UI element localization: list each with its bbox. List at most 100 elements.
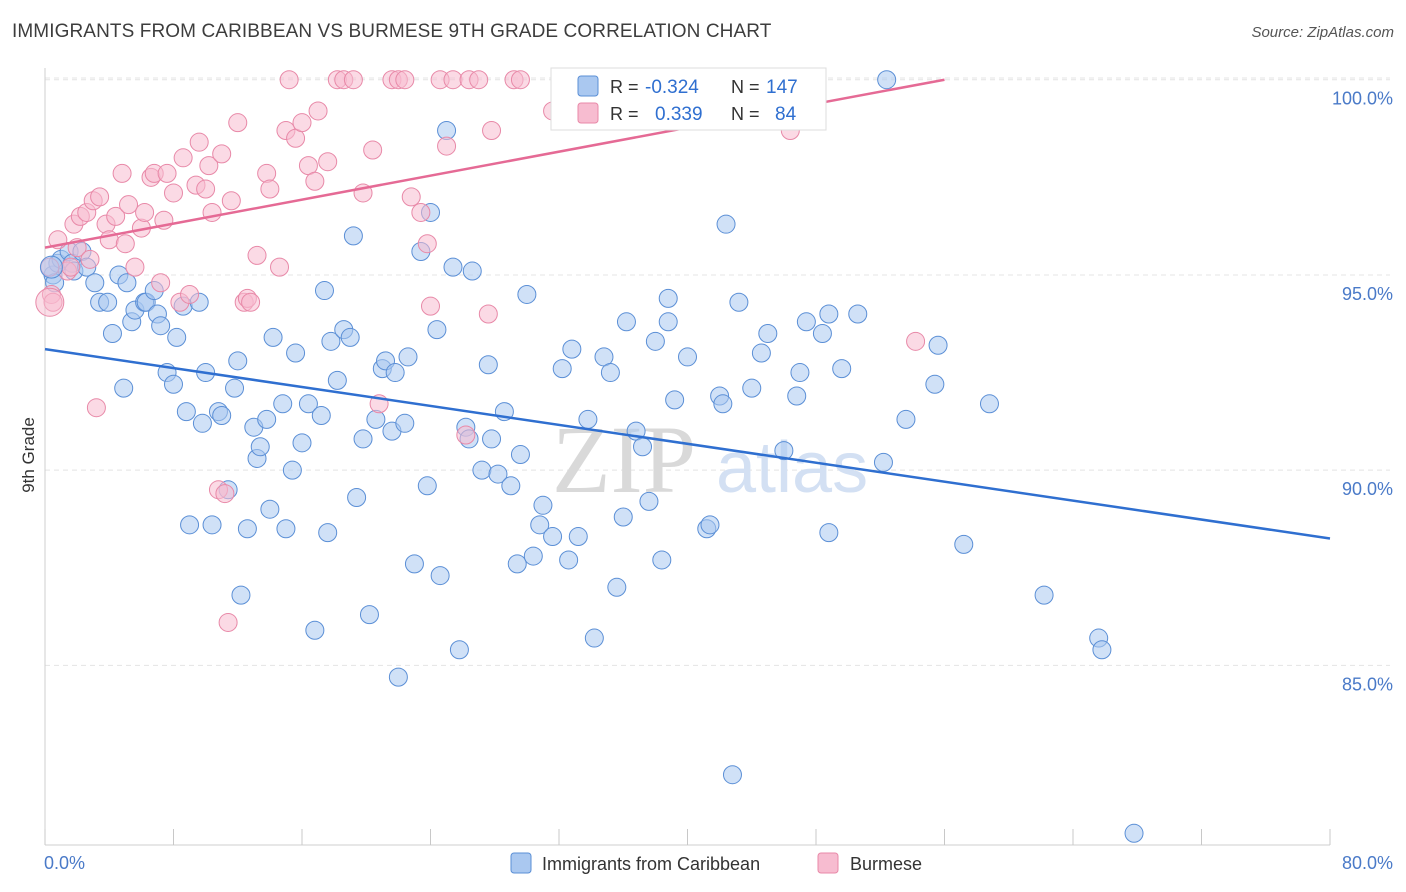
caribbean-point (398, 347, 418, 367)
burmese-point (305, 171, 325, 191)
y-tick-label: 90.0% (1342, 479, 1393, 499)
caribbean-point (314, 281, 334, 301)
legend-n-label-burmese: N = (731, 104, 760, 124)
caribbean-point (896, 409, 916, 429)
watermark: ZIP atlas (552, 406, 868, 513)
burmese-point (260, 179, 280, 199)
caribbean-point (722, 765, 742, 785)
caribbean-point (616, 312, 636, 332)
burmese-point (119, 195, 139, 215)
caribbean-point (848, 304, 868, 324)
burmese-point (510, 70, 530, 90)
legend-r-value-burmese: 0.339 (655, 104, 703, 125)
burmese-point (35, 287, 65, 317)
burmese-point (421, 296, 440, 316)
burmese-point (279, 70, 299, 90)
caribbean-point (954, 534, 974, 554)
caribbean-point (366, 409, 386, 429)
caribbean-point (318, 523, 338, 543)
caribbean-point (343, 226, 363, 246)
caribbean-point (774, 441, 794, 461)
caribbean-point (652, 550, 672, 570)
burmese-point (456, 425, 476, 445)
caribbean-point (180, 515, 200, 535)
caribbean-point (311, 406, 331, 426)
caribbean-point (658, 288, 678, 308)
caribbean-point (347, 487, 367, 507)
caribbean-point (488, 464, 508, 484)
caribbean-point (665, 390, 685, 410)
x-ticks (44, 829, 1331, 845)
caribbean-point (928, 335, 948, 355)
caribbean-point (633, 437, 653, 457)
caribbean-point (85, 273, 105, 293)
caribbean-point (443, 257, 463, 277)
caribbean-point (385, 363, 405, 383)
caribbean-point (263, 327, 283, 347)
caribbean-point (700, 515, 720, 535)
caribbean-point (114, 378, 134, 398)
caribbean-point (192, 413, 212, 433)
caribbean-point (1124, 823, 1144, 843)
caribbean-point (167, 327, 187, 347)
burmese-point (212, 144, 232, 164)
caribbean-point (758, 324, 778, 344)
caribbean-point (286, 343, 306, 363)
burmese-point (363, 140, 383, 160)
caribbean-point (530, 515, 550, 535)
legend-bottom-label-burmese: Burmese (850, 854, 922, 874)
caribbean-point (276, 519, 296, 539)
burmese-point (151, 273, 171, 293)
burmese-point (292, 113, 312, 133)
legend-n-value-burmese: 84 (775, 104, 797, 125)
burmese-point (228, 113, 248, 133)
caribbean-point (231, 585, 251, 605)
burmese-point (241, 292, 261, 312)
caribbean-point (340, 327, 360, 347)
caribbean-point (260, 499, 280, 519)
caribbean-point (523, 546, 543, 566)
legend-r-label-caribbean: R = (610, 77, 639, 97)
gridlines (45, 77, 1390, 666)
caribbean-point (533, 495, 553, 515)
caribbean-point (228, 351, 248, 371)
caribbean-point (395, 413, 415, 433)
caribbean-point (117, 273, 137, 293)
caribbean-point (552, 359, 572, 379)
burmese-point (106, 206, 126, 226)
caribbean-point (353, 429, 373, 449)
y-tick-label: 95.0% (1342, 284, 1393, 304)
legend-n-label-caribbean: N = (731, 77, 760, 97)
caribbean-point (102, 324, 122, 344)
legend-r-label-burmese: R = (610, 104, 639, 124)
caribbean-point (449, 640, 469, 660)
caribbean-point (404, 554, 424, 574)
caribbean-point (501, 476, 521, 496)
caribbean-point (751, 343, 771, 363)
caribbean-point (273, 394, 293, 414)
caribbean-point (212, 406, 232, 426)
caribbean-point (98, 292, 118, 312)
caribbean-point (430, 566, 450, 586)
burmese-point (196, 179, 216, 199)
caribbean-trend-line (44, 347, 1331, 540)
caribbean-point (517, 284, 537, 304)
burmese-point (417, 234, 437, 254)
caribbean-point (787, 386, 807, 406)
burmese-point (115, 234, 135, 254)
burmese-point (395, 70, 415, 90)
caribbean-point (417, 476, 437, 496)
burmese-point (180, 284, 200, 304)
caribbean-point (151, 316, 171, 336)
burmese-point (437, 136, 457, 156)
legend-r-value-caribbean: -0.324 (645, 77, 699, 98)
caribbean-point (584, 628, 604, 648)
caribbean-point (607, 577, 627, 597)
burmese-point (257, 163, 277, 183)
watermark-zip-text: ZIP (552, 406, 696, 513)
legend-swatch-burmese (577, 102, 599, 124)
caribbean-point (742, 378, 762, 398)
legend-bottom-swatch-burmese (817, 852, 839, 874)
caribbean-point (600, 363, 620, 383)
